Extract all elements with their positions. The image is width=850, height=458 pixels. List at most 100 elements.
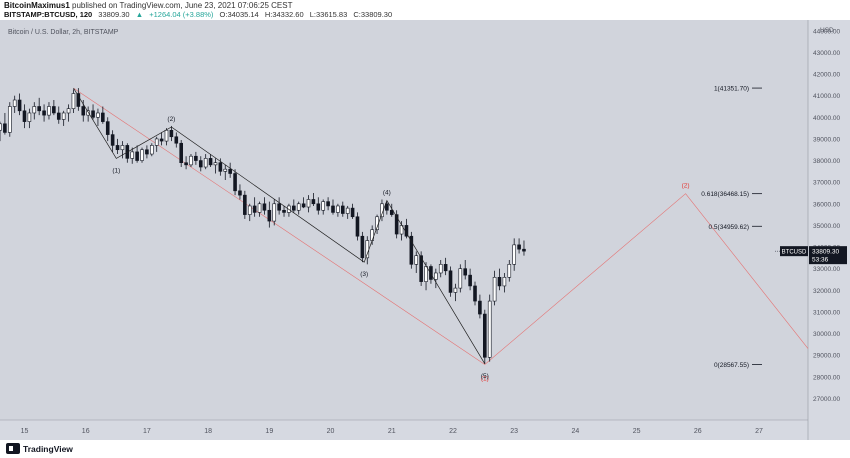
candle-body[interactable] [130, 151, 135, 159]
candle-body[interactable] [262, 203, 267, 211]
candle-body[interactable] [164, 129, 169, 142]
candle-body[interactable] [517, 244, 521, 250]
candle-body[interactable] [189, 155, 193, 166]
candle-body[interactable] [438, 264, 443, 274]
candle-body[interactable] [340, 205, 345, 214]
candle-body[interactable] [0, 123, 2, 131]
candle-body[interactable] [370, 229, 374, 241]
candle-body[interactable] [184, 162, 188, 166]
candle-body[interactable] [306, 199, 311, 208]
candle-body[interactable] [487, 300, 492, 358]
candle-body[interactable] [345, 207, 350, 214]
symbol-name[interactable]: BITSTAMP:BTCUSD, 120 [4, 10, 93, 19]
candle-body[interactable] [355, 216, 360, 237]
candle-body[interactable] [389, 209, 394, 215]
candle-body[interactable] [3, 123, 7, 133]
candle-body[interactable] [86, 110, 90, 116]
candle-body[interactable] [512, 244, 516, 265]
candle-body[interactable] [81, 106, 86, 116]
candle-body[interactable] [213, 162, 218, 166]
candle-body[interactable] [453, 287, 458, 293]
candle-body[interactable] [443, 264, 448, 272]
candle-body[interactable] [419, 255, 423, 282]
candle-body[interactable] [179, 142, 183, 164]
elliott-wave-line[interactable] [73, 87, 486, 364]
candle-body[interactable] [321, 201, 326, 211]
candle-body[interactable] [203, 158, 208, 168]
candle-body[interactable] [52, 106, 56, 114]
candle-body[interactable] [159, 138, 164, 142]
candle-body[interactable] [434, 272, 438, 280]
candle-body[interactable] [169, 129, 174, 138]
candle-body[interactable] [32, 106, 37, 114]
candle-body[interactable] [316, 203, 321, 211]
candle-body[interactable] [198, 160, 203, 168]
candle-body[interactable] [135, 151, 139, 161]
candle-body[interactable] [311, 199, 316, 205]
candle-body[interactable] [91, 110, 95, 118]
candle-body[interactable] [218, 162, 223, 172]
candle-body[interactable] [409, 235, 414, 265]
time-axis[interactable] [0, 420, 808, 440]
candle-body[interactable] [301, 203, 306, 208]
candle-body[interactable] [272, 203, 277, 222]
candle-body[interactable] [468, 274, 472, 287]
candle-body[interactable] [76, 93, 81, 107]
candle-body[interactable] [150, 145, 154, 155]
candle-body[interactable] [223, 168, 228, 172]
candle-body[interactable] [110, 134, 115, 146]
candle-body[interactable] [257, 203, 262, 213]
candle-body[interactable] [394, 214, 399, 235]
candle-body[interactable] [7, 106, 12, 133]
candle-body[interactable] [37, 106, 41, 112]
candle-body[interactable] [326, 201, 330, 207]
candle-body[interactable] [208, 158, 213, 166]
plot-background[interactable] [0, 20, 808, 420]
candle-body[interactable] [174, 136, 179, 144]
candle-body[interactable] [492, 276, 497, 302]
candle-body[interactable] [96, 112, 100, 118]
price-axis[interactable] [808, 20, 850, 440]
candle-body[interactable] [233, 173, 237, 192]
candle-body[interactable] [497, 276, 502, 287]
candle-body[interactable] [105, 121, 110, 135]
candle-body[interactable] [282, 209, 286, 213]
candle-body[interactable] [429, 266, 433, 280]
candle-body[interactable] [247, 205, 252, 215]
candle-body[interactable] [296, 203, 301, 211]
publisher-name[interactable]: BitcoinMaximus1 [4, 1, 70, 10]
candle-body[interactable] [154, 138, 159, 146]
candle-body[interactable] [228, 168, 232, 174]
btc-chart[interactable]: Bitcoin / U.S. Dollar, 2h, BITSTAMP USD … [0, 20, 850, 440]
candle-body[interactable] [414, 255, 419, 265]
candle-body[interactable] [424, 266, 428, 282]
candle-body[interactable] [12, 99, 17, 107]
candle-body[interactable] [194, 155, 198, 161]
candle-body[interactable] [448, 270, 453, 293]
candle-body[interactable] [463, 268, 468, 276]
candle-body[interactable] [42, 110, 46, 116]
candle-body[interactable] [252, 205, 257, 213]
candle-body[interactable] [145, 149, 149, 155]
tradingview-logo[interactable]: TradingView [6, 443, 73, 454]
candle-body[interactable] [473, 285, 477, 302]
candle-body[interactable] [522, 248, 526, 252]
candle-body[interactable] [292, 205, 296, 211]
candle-body[interactable] [360, 235, 365, 259]
candle-body[interactable] [458, 268, 463, 289]
candle-body[interactable] [502, 276, 507, 287]
candle-body[interactable] [56, 112, 61, 120]
candle-body[interactable] [27, 112, 32, 122]
candle-body[interactable] [482, 313, 487, 358]
candle-body[interactable] [238, 190, 242, 196]
candle-body[interactable] [243, 194, 247, 215]
candle-body[interactable] [22, 110, 27, 122]
candle-body[interactable] [47, 106, 51, 116]
projection-line[interactable] [73, 87, 809, 365]
candle-body[interactable] [101, 112, 105, 122]
candle-body[interactable] [115, 145, 120, 151]
candle-body[interactable] [365, 240, 370, 259]
candle-body[interactable] [71, 93, 76, 109]
candle-body[interactable] [478, 300, 482, 315]
candle-body[interactable] [17, 99, 22, 112]
